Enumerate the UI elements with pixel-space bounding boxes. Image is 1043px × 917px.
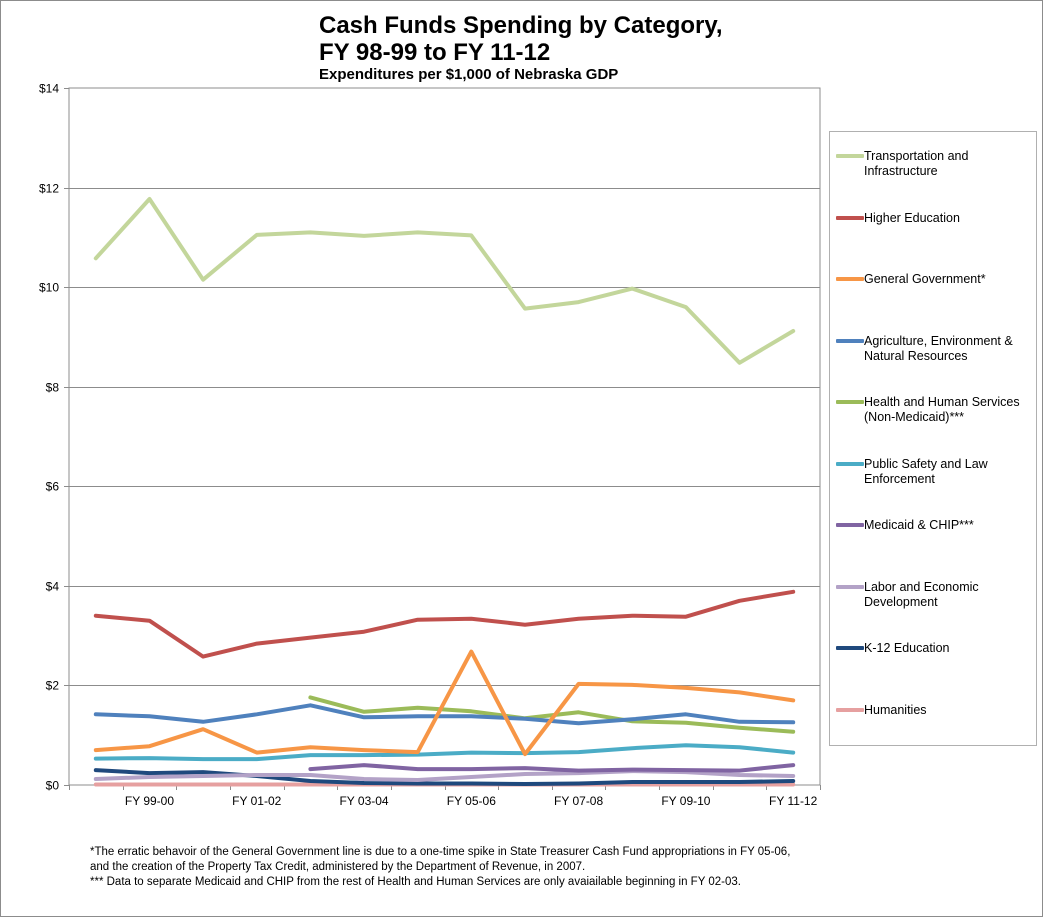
series-line-general-government [93,649,796,757]
legend-swatch [836,215,864,220]
legend-label: Higher Education [864,210,960,225]
series-line-medicaid-chip [308,763,796,773]
chart-title-line-1: Cash Funds Spending by Category, [319,12,723,39]
legend-swatch [836,646,864,650]
legend-swatch [836,154,864,158]
chart-legend: Transportation and Infrastructure Higher … [829,131,1037,746]
series-line-health-and-human-services-non-medicaid [308,695,796,734]
x-tick-label: FY 09-10 [661,794,710,808]
legend-swatch [836,461,864,466]
y-tick-label: $8 [46,381,60,395]
legend-label: Health and Human Services (Non-Medicaid)… [864,395,1020,424]
y-tick-label: $10 [39,281,59,295]
legend-swatch [836,277,864,281]
legend-swatch [836,400,864,404]
chart-subtitle: Expenditures per $1,000 of Nebraska GDP [319,66,619,83]
legend-label: General Government* [864,272,986,286]
y-tick-label: $6 [46,480,60,494]
legend-swatch [836,523,864,527]
legend-swatch [836,338,864,343]
x-tick-label: FY 01-02 [232,794,281,808]
x-tick-label: FY 99-00 [125,794,174,808]
legend-label: Transportation and Infrastructure [864,149,969,178]
legend-swatch [836,707,864,712]
legend-label: Public Safety and Law Enforcement [864,456,988,486]
y-tick-label: $4 [46,580,60,594]
legend-label: Medicaid & CHIP*** [864,518,974,532]
chart-title-line-2: FY 98-99 to FY 11-12 [319,39,551,66]
series-line-public-safety-and-law-enforcement [93,743,796,762]
legend-label: Humanities [864,702,927,717]
y-tick-label: $12 [39,182,59,196]
y-tick-label: $14 [39,82,59,96]
series-line-agriculture-environment-natural-resources [93,703,796,726]
series-line-transportation-and-infrastructure [93,197,796,365]
y-tick-label: $0 [46,779,60,793]
legend-label: K-12 Education [864,641,950,655]
footnotes: *The erratic behavoir of the General Gov… [90,845,810,890]
series-line-higher-education [93,589,796,659]
legend-label: Agriculture, Environment & Natural Resou… [864,333,1013,363]
legend-label: Labor and Economic Development [864,579,979,609]
legend-swatch [836,584,864,589]
y-tick-label: $2 [46,679,60,693]
series-line-k-12-education [93,768,796,786]
x-tick-label: FY 03-04 [339,794,388,808]
x-tick-label: FY 05-06 [447,794,496,808]
x-tick-label: FY 07-08 [554,794,603,808]
x-tick-label: FY 11-12 [769,794,818,808]
plot-area [68,87,821,786]
footnote-general-government: *The erratic behavoir of the General Gov… [90,846,791,873]
footnote-medicaid: *** Data to separate Medicaid and CHIP f… [90,876,741,888]
